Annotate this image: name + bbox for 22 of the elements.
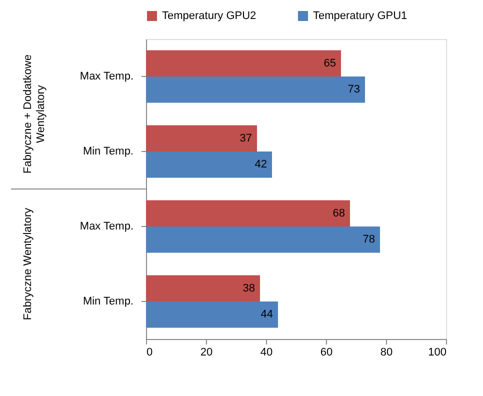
x-tick-label: 60 <box>320 346 333 358</box>
y-tick-label: Min Temp. <box>82 146 134 158</box>
legend-label: Temperatury GPU1 <box>313 10 408 22</box>
data-label: 78 <box>362 234 375 246</box>
data-label: 42 <box>254 158 267 171</box>
data-label: 73 <box>348 84 360 96</box>
y-tick-label: Max Temp. <box>80 70 134 82</box>
data-label: 37 <box>240 132 252 144</box>
data-label: 68 <box>332 207 345 220</box>
data-label: 44 <box>260 308 273 321</box>
data-label: 65 <box>324 57 336 70</box>
text: Fabryczne Wentylatory <box>22 207 34 320</box>
x-tick-label: 20 <box>200 346 213 358</box>
x-tick-label: 80 <box>380 346 393 358</box>
text: Fabryczne + Dodatkowe Wentylatory <box>22 54 47 174</box>
x-tick-label: 40 <box>260 346 273 358</box>
data-label: 38 <box>242 282 255 294</box>
legend-label: Temperatury GPU2 <box>162 10 256 22</box>
x-tick-label: 100 <box>428 346 446 358</box>
y-tick-label: Min Temp. <box>82 296 134 308</box>
y-tick-label: Max Temp. <box>80 220 134 232</box>
x-tick-label: 0 <box>146 346 153 358</box>
